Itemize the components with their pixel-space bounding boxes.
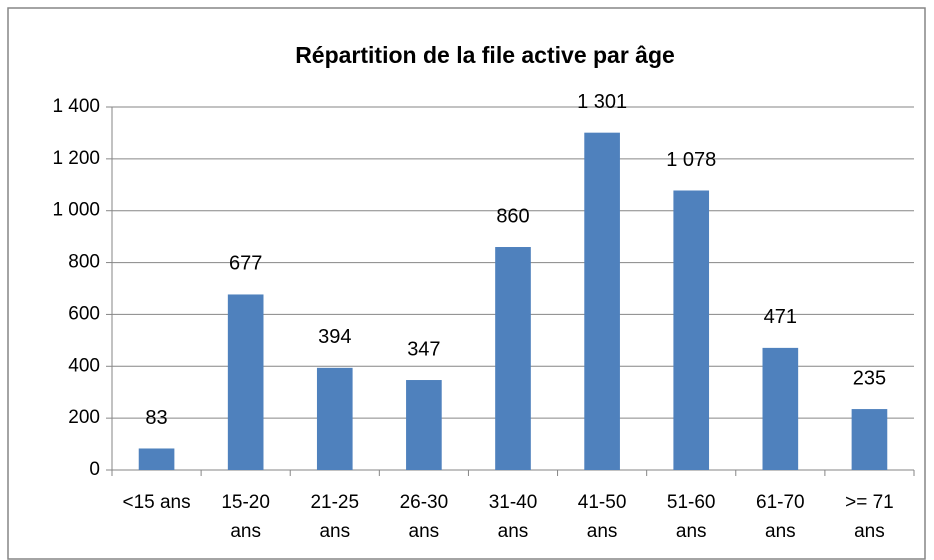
data-label: 1 301 xyxy=(577,91,627,113)
y-tick-label: 400 xyxy=(68,355,100,376)
bar xyxy=(227,294,264,470)
data-label: 860 xyxy=(496,205,529,227)
y-tick-label: 0 xyxy=(89,459,100,480)
bar xyxy=(762,347,799,470)
data-label: 347 xyxy=(407,338,440,360)
chart-title: Répartition de la file active par âge xyxy=(295,42,675,68)
data-label: 471 xyxy=(764,306,797,328)
data-label: 394 xyxy=(318,326,351,348)
y-tick-label: 1 400 xyxy=(52,96,100,117)
data-label: 235 xyxy=(853,367,886,389)
x-tick-label: >= 71 ans xyxy=(845,492,894,542)
data-label: 83 xyxy=(145,407,167,429)
bar xyxy=(406,380,442,470)
bar xyxy=(584,132,620,470)
bar xyxy=(316,367,353,470)
bar xyxy=(138,448,175,470)
x-tick-label: 61-70 ans xyxy=(756,492,805,542)
y-tick-label: 600 xyxy=(68,303,100,324)
y-tick-label: 800 xyxy=(68,252,100,273)
x-tick-label: 15-20 ans xyxy=(221,492,270,542)
x-tick-label: <15 ans xyxy=(122,492,191,513)
x-tick-label: 26-30 ans xyxy=(399,492,449,542)
y-tick-label: 1 200 xyxy=(52,148,100,169)
chart-border xyxy=(7,7,926,560)
bar xyxy=(495,247,531,470)
bar xyxy=(851,409,888,470)
x-tick-label: 21-25 ans xyxy=(310,492,360,542)
x-tick-label: 41-50 ans xyxy=(577,492,627,542)
x-tick-label: 51-60 ans xyxy=(666,492,716,542)
y-tick-label: 1 000 xyxy=(52,200,100,221)
x-tick-label: 31-40 ans xyxy=(488,492,538,542)
bar xyxy=(673,190,710,471)
data-label: 1 078 xyxy=(666,149,716,171)
y-tick-label: 200 xyxy=(68,407,100,428)
data-label: 677 xyxy=(229,253,262,275)
